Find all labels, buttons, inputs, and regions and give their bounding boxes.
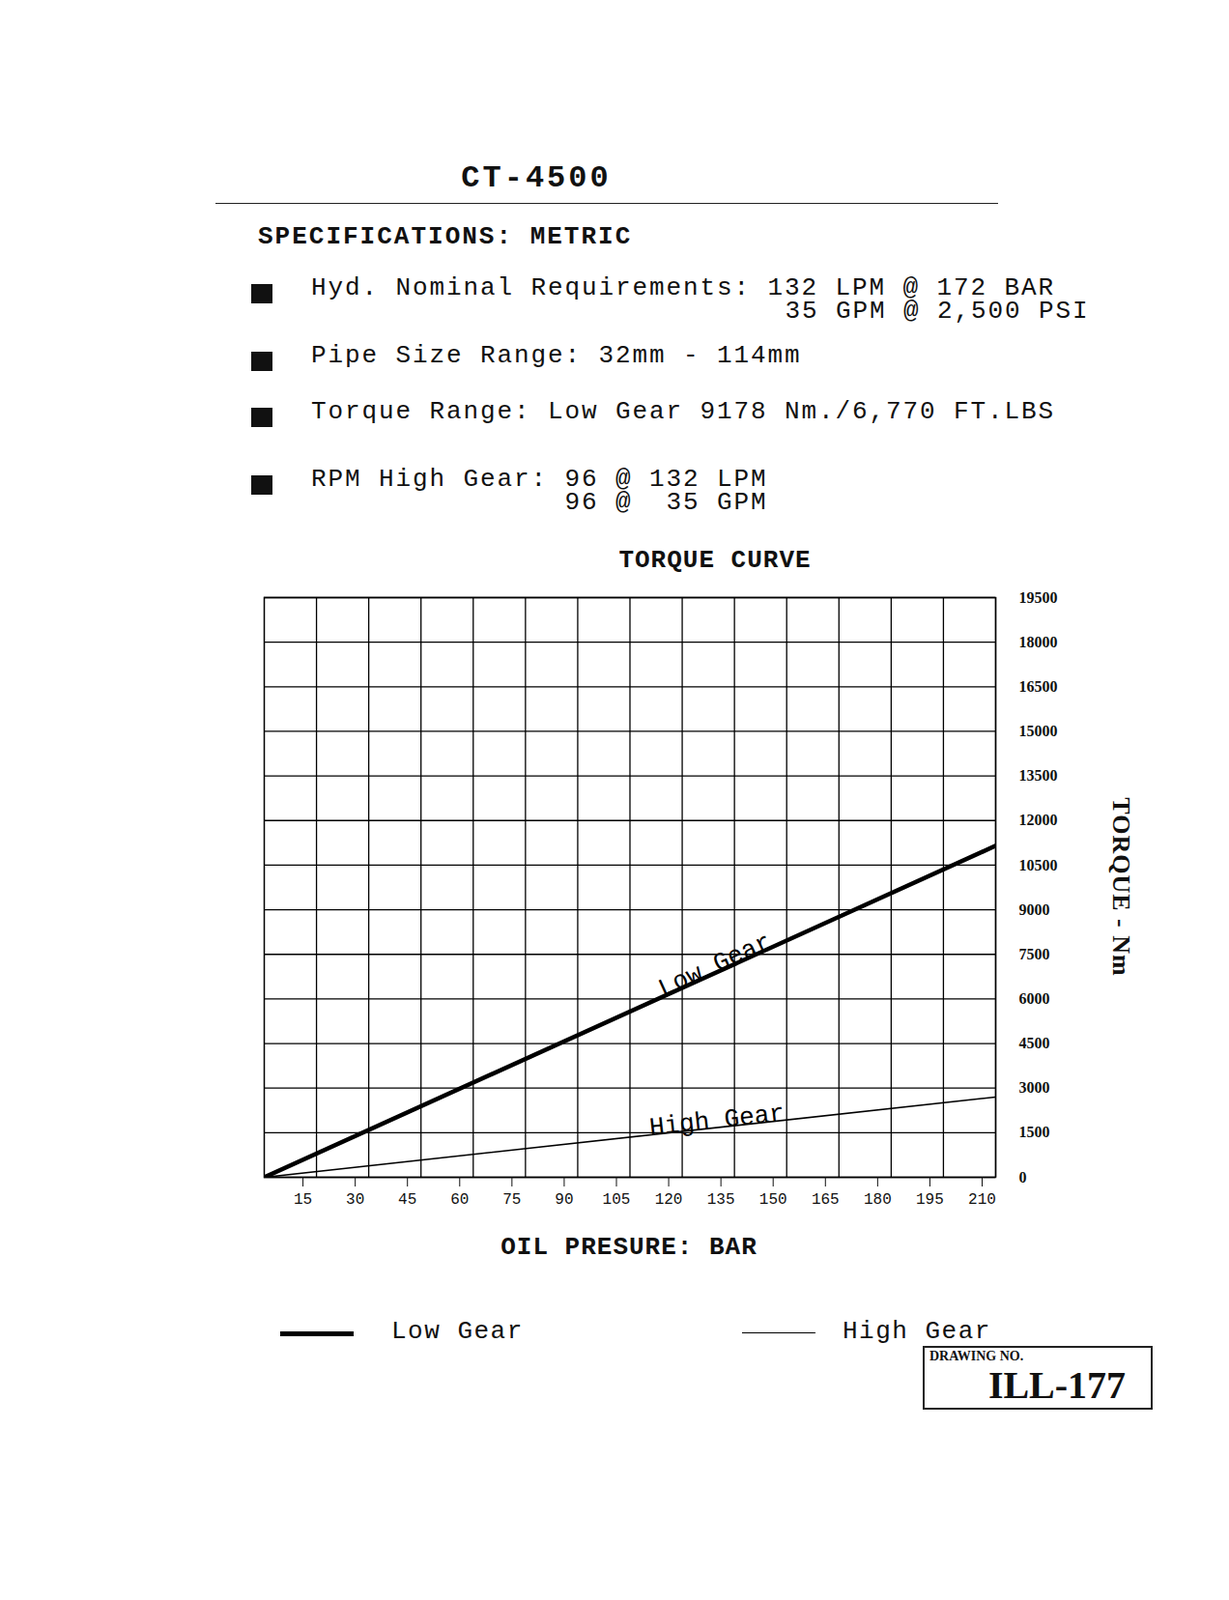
svg-text:150: 150 bbox=[759, 1191, 788, 1209]
html-text:OIL PRESURE: BAR: OIL PRESURE: BAR bbox=[500, 1232, 758, 1262]
html-text:ILL-177: ILL-177 bbox=[988, 1363, 1126, 1407]
svg-text:120: 120 bbox=[655, 1191, 684, 1209]
svg-text:10500: 10500 bbox=[1019, 857, 1058, 874]
svg-text:15000: 15000 bbox=[1019, 722, 1058, 740]
html-text:Low Gear: Low Gear bbox=[391, 1316, 524, 1346]
html-text:CT-4500: CT-4500 bbox=[461, 160, 612, 197]
svg-text:13500: 13500 bbox=[1019, 767, 1058, 784]
svg-text:16500: 16500 bbox=[1019, 678, 1058, 695]
svg-text:105: 105 bbox=[602, 1191, 631, 1209]
svg-text:6000: 6000 bbox=[1019, 990, 1051, 1007]
svg-text:90: 90 bbox=[554, 1191, 573, 1209]
svg-text:4500: 4500 bbox=[1019, 1034, 1051, 1052]
html-text:96 @ 35 GPM: 96 @ 35 GPM bbox=[564, 487, 768, 517]
svg-text:3000: 3000 bbox=[1019, 1079, 1051, 1096]
svg-text:45: 45 bbox=[398, 1191, 417, 1209]
svg-text:18000: 18000 bbox=[1019, 633, 1058, 651]
html-text:Pipe Size Range: 32mm - 114mm: Pipe Size Range: 32mm - 114mm bbox=[311, 341, 802, 371]
svg-text:Low Gear: Low Gear bbox=[654, 927, 776, 1004]
svg-text:195: 195 bbox=[915, 1191, 944, 1209]
svg-text:0: 0 bbox=[1019, 1169, 1028, 1186]
svg-text:High Gear: High Gear bbox=[648, 1098, 787, 1143]
svg-text:135: 135 bbox=[707, 1191, 736, 1209]
svg-text:60: 60 bbox=[450, 1191, 469, 1209]
html-text:Torque Range: Low Gear 9178 Nm: Torque Range: Low Gear 9178 Nm./6,770 FT… bbox=[311, 397, 1056, 427]
svg-text:75: 75 bbox=[502, 1191, 521, 1209]
html-text:TORQUE - Nm: TORQUE - Nm bbox=[1107, 797, 1136, 977]
svg-text:19500: 19500 bbox=[1019, 589, 1058, 606]
svg-text:30: 30 bbox=[345, 1191, 365, 1209]
html-text:DRAWING NO.: DRAWING NO. bbox=[929, 1348, 1024, 1364]
html-text:SPECIFICATIONS: METRIC: SPECIFICATIONS: METRIC bbox=[257, 222, 633, 252]
html-text:RPM High Gear: 96 @ 132 LPM: RPM High Gear: 96 @ 132 LPM bbox=[311, 464, 768, 494]
html-text:High Gear: High Gear bbox=[842, 1316, 992, 1346]
html-text:Hyd. Nominal Requirements: 132: Hyd. Nominal Requirements: 132 LPM @ 172… bbox=[311, 273, 1056, 303]
html-text:TORQUE CURVE: TORQUE CURVE bbox=[618, 545, 812, 575]
html-text:35 GPM @ 2,500 PSI: 35 GPM @ 2,500 PSI bbox=[785, 296, 1090, 326]
svg-text:7500: 7500 bbox=[1019, 945, 1051, 963]
svg-text:165: 165 bbox=[811, 1191, 840, 1209]
svg-text:9000: 9000 bbox=[1019, 901, 1051, 918]
svg-text:1500: 1500 bbox=[1019, 1123, 1051, 1141]
svg-text:12000: 12000 bbox=[1019, 811, 1058, 829]
svg-text:15: 15 bbox=[293, 1191, 313, 1209]
svg-text:180: 180 bbox=[863, 1191, 892, 1209]
svg-text:210: 210 bbox=[968, 1191, 997, 1209]
